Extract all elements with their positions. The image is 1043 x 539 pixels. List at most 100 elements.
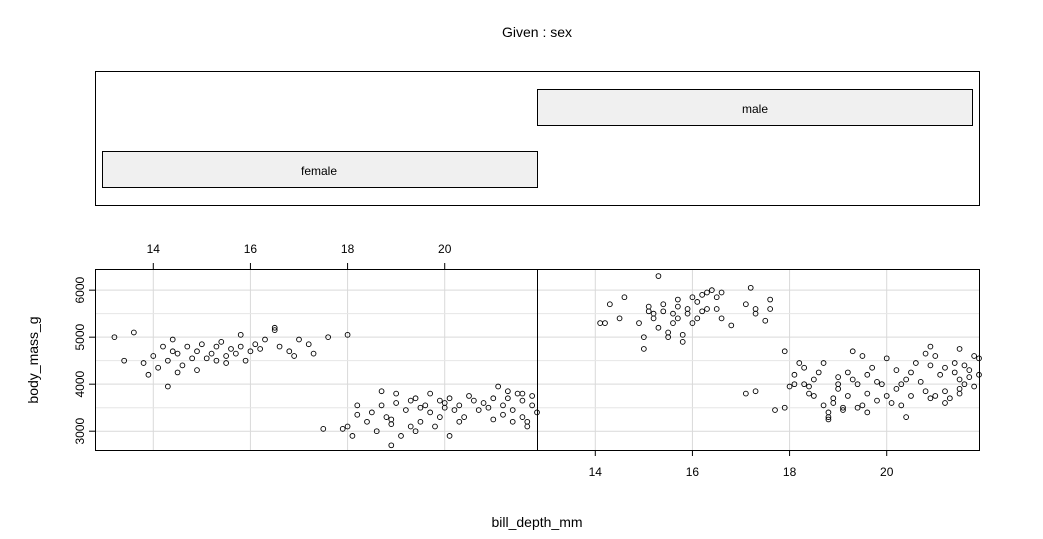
data-point-female	[417, 404, 424, 411]
data-point-male	[781, 348, 788, 355]
data-point-male	[932, 353, 939, 359]
data-point-male	[820, 360, 827, 366]
data-point-female	[223, 353, 229, 359]
x-tick-label: 18	[783, 465, 797, 479]
data-point-female	[412, 428, 419, 435]
data-point-male	[607, 301, 613, 308]
data-point-male	[616, 315, 623, 322]
data-point-male	[694, 299, 701, 305]
data-point-male	[752, 306, 759, 312]
data-point-female	[305, 341, 312, 348]
data-point-male	[747, 284, 754, 291]
x-tick-label: 16	[686, 465, 700, 479]
data-point-male	[966, 367, 973, 373]
data-point-male	[752, 388, 759, 395]
data-point-male	[801, 364, 807, 371]
data-point-male	[922, 388, 929, 395]
y-tick-label: 3000	[73, 418, 87, 445]
data-point-male	[665, 329, 671, 336]
data-point-male	[922, 350, 929, 357]
data-point-female	[131, 329, 137, 336]
data-point-male	[718, 315, 725, 322]
data-point-female	[480, 400, 487, 406]
data-point-female	[524, 418, 531, 425]
data-point-male	[830, 400, 837, 406]
data-point-female	[339, 425, 346, 432]
x-tick-label: 16	[244, 242, 258, 256]
data-point-male	[942, 388, 948, 395]
data-point-female	[524, 423, 531, 430]
data-point-male	[845, 393, 851, 399]
data-point-female	[519, 390, 526, 397]
data-point-female	[432, 423, 438, 430]
data-point-female	[262, 336, 268, 343]
data-point-female	[228, 346, 234, 352]
data-point-female	[111, 334, 118, 341]
data-point-female	[514, 390, 521, 397]
data-point-female	[519, 414, 526, 420]
data-point-male	[859, 353, 866, 359]
data-point-female	[407, 397, 414, 404]
data-point-female	[407, 423, 414, 430]
data-point-male	[898, 381, 905, 388]
data-point-male	[621, 294, 628, 301]
data-point-female	[121, 357, 127, 364]
data-point-female	[174, 350, 181, 357]
data-point-female	[393, 390, 399, 397]
data-point-female	[529, 402, 535, 409]
data-point-male	[874, 397, 880, 404]
data-point-female	[165, 383, 171, 390]
data-point-male	[665, 334, 671, 341]
y-axis-label: body_mass_g	[25, 316, 41, 403]
data-point-male	[791, 381, 798, 388]
data-point-male	[888, 400, 895, 406]
data-point-male	[879, 381, 885, 388]
data-point-female	[364, 418, 370, 425]
data-point-female	[237, 343, 244, 350]
data-point-male	[956, 376, 963, 383]
data-point-male	[840, 407, 846, 413]
data-point-male	[713, 294, 720, 301]
data-point-female	[417, 418, 424, 425]
data-point-female	[213, 357, 220, 364]
data-point-male	[641, 346, 647, 352]
data-point-male	[927, 362, 934, 369]
data-point-male	[636, 320, 642, 326]
data-point-male	[869, 364, 875, 371]
data-point-male	[752, 310, 759, 317]
panel-frame-female	[95, 269, 538, 451]
data-point-female	[233, 350, 239, 357]
data-point-male	[927, 395, 934, 402]
data-point-female	[427, 409, 433, 416]
data-point-female	[184, 343, 191, 350]
data-point-female	[247, 348, 254, 355]
data-point-male	[684, 306, 691, 312]
data-point-male	[849, 348, 856, 355]
data-point-female	[446, 395, 453, 402]
data-point-male	[961, 381, 968, 388]
data-point-female	[461, 414, 467, 420]
data-point-female	[344, 423, 351, 430]
data-point-male	[650, 315, 657, 322]
data-point-female	[325, 334, 331, 341]
data-point-female	[203, 355, 210, 362]
data-point-female	[286, 348, 293, 355]
data-point-female	[354, 411, 361, 418]
x-tick-label: 20	[880, 465, 894, 479]
data-point-male	[767, 296, 773, 303]
data-point-female	[349, 433, 356, 439]
data-point-female	[189, 355, 195, 362]
data-point-female	[271, 324, 278, 331]
data-point-female	[271, 327, 278, 333]
data-point-female	[529, 393, 535, 399]
data-point-male	[874, 378, 880, 385]
data-point-female	[213, 343, 220, 350]
data-point-male	[942, 400, 948, 406]
data-point-male	[893, 367, 900, 373]
x-tick-label: 18	[341, 242, 355, 256]
data-point-female	[257, 346, 263, 352]
data-point-male	[660, 308, 667, 315]
data-point-male	[786, 383, 793, 390]
given-bar-female	[102, 151, 538, 188]
data-point-male	[932, 393, 939, 399]
